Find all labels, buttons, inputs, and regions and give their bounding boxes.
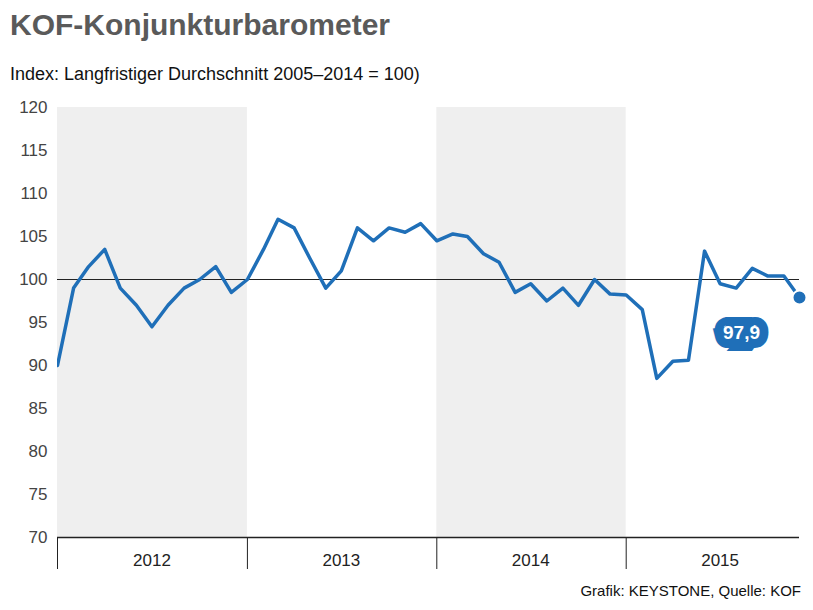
svg-text:85: 85 [29, 399, 48, 418]
svg-text:80: 80 [29, 442, 48, 461]
svg-text:97,9: 97,9 [723, 322, 760, 343]
svg-text:100: 100 [19, 270, 47, 289]
html-text:Grafik: KEYSTONE, Quelle: KOF: Grafik: KEYSTONE, Quelle: KOF [580, 582, 801, 599]
html-text:Index: Langfristiger Durchschn: Index: Langfristiger Durchschnitt 2005–2… [10, 64, 420, 84]
svg-text:2013: 2013 [322, 551, 360, 570]
svg-text:2015: 2015 [701, 551, 739, 570]
html-text:KOF-Konjunkturbarometer: KOF-Konjunkturbarometer [10, 8, 390, 41]
svg-text:120: 120 [19, 98, 47, 117]
svg-text:2014: 2014 [512, 551, 550, 570]
svg-text:115: 115 [20, 141, 47, 160]
svg-text:70: 70 [29, 528, 48, 547]
svg-text:75: 75 [29, 485, 48, 504]
svg-text:90: 90 [29, 356, 48, 375]
svg-text:110: 110 [20, 184, 47, 203]
svg-text:105: 105 [19, 227, 47, 246]
svg-text:2012: 2012 [133, 551, 171, 570]
svg-text:95: 95 [29, 313, 48, 332]
